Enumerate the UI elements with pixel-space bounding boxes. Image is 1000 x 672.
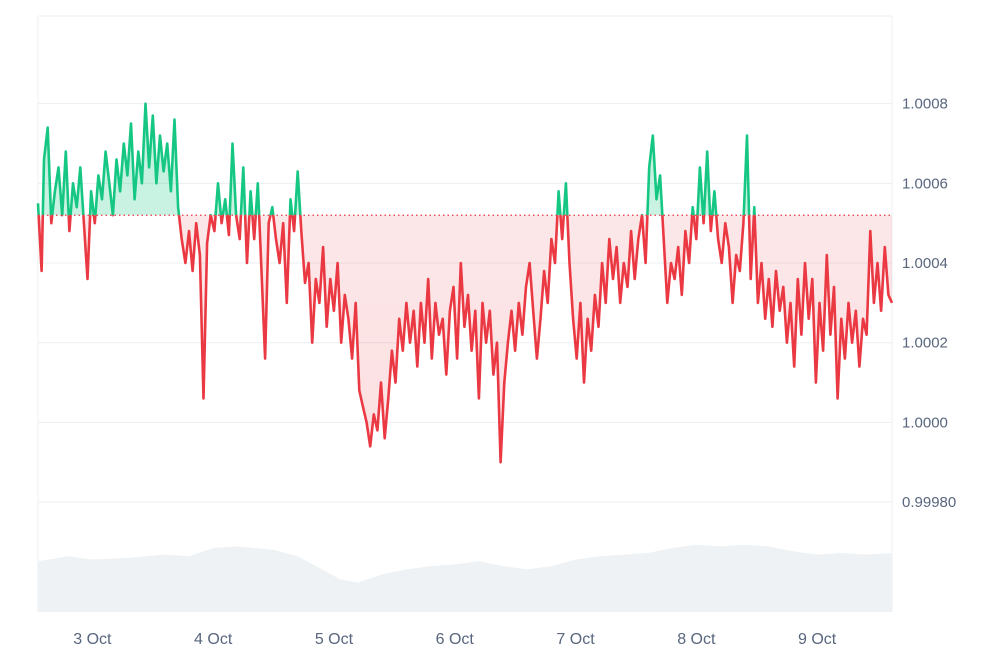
area-below-baseline: [38, 215, 892, 463]
x-tick-label: 3 Oct: [73, 631, 112, 648]
price-line-down: [37, 215, 894, 464]
volume-area: [38, 544, 892, 612]
y-tick-label: 0.99980: [902, 494, 956, 511]
y-tick-label: 1.0000: [902, 414, 948, 431]
x-tick-label: 8 Oct: [677, 631, 716, 648]
x-tick-label: 4 Oct: [194, 631, 233, 648]
x-tick-label: 7 Oct: [556, 631, 595, 648]
y-tick-label: 1.0006: [902, 175, 948, 192]
x-tick-label: 6 Oct: [436, 631, 475, 648]
y-tick-label: 1.0002: [902, 335, 948, 352]
x-tick-label: 5 Oct: [315, 631, 354, 648]
area-above-baseline: [38, 103, 892, 216]
x-tick-label: 9 Oct: [798, 631, 837, 648]
y-tick-label: 1.0004: [902, 255, 948, 272]
y-tick-label: 1.0008: [902, 96, 948, 113]
